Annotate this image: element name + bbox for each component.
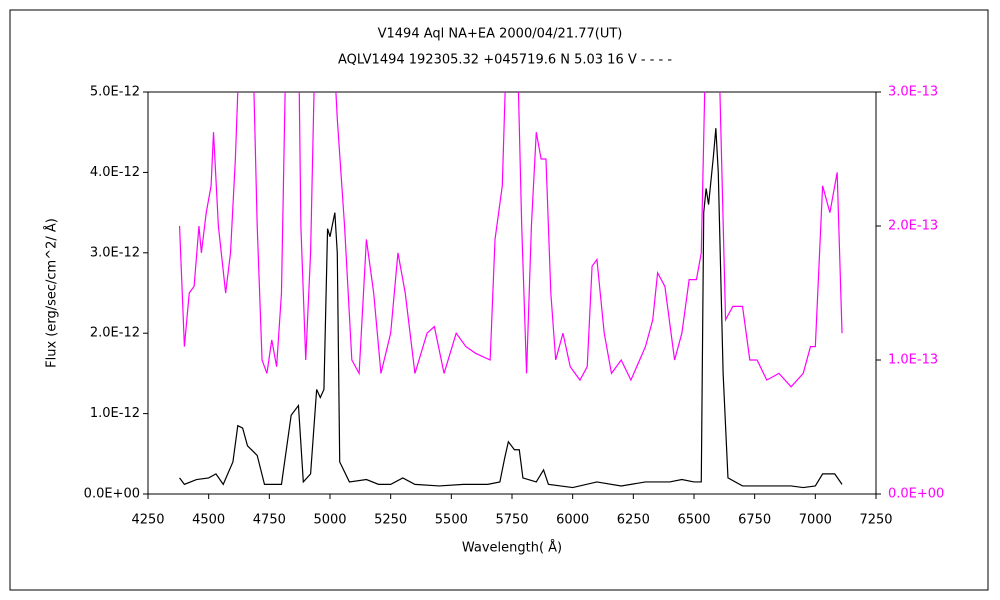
y-tick-label: 0.0E+00 xyxy=(84,487,140,502)
x-tick-label: 6750 xyxy=(738,513,771,528)
x-tick-label: 4750 xyxy=(253,513,286,528)
y-tick-label: 4.0E-12 xyxy=(90,165,140,180)
y2-tick-label: 1.0E-13 xyxy=(888,353,938,368)
x-tick-label: 7000 xyxy=(799,513,832,528)
y-tick-label: 2.0E-12 xyxy=(90,326,140,341)
y2-tick-label: 0.0E+00 xyxy=(888,487,944,502)
x-tick-label: 5000 xyxy=(313,513,346,528)
y-tick-label: 1.0E-12 xyxy=(90,406,140,421)
x-axis-label: Wavelength( Å) xyxy=(462,540,562,556)
x-tick-label: 6500 xyxy=(677,513,710,528)
x-tick-label: 6000 xyxy=(556,513,589,528)
y2-tick-label: 3.0E-13 xyxy=(888,85,938,100)
x-tick-label: 4250 xyxy=(131,513,164,528)
y-axis-label: Flux (erg/sec/cm^2/ Å) xyxy=(44,218,60,368)
chart-title: V1494 Aql NA+EA 2000/04/21.77(UT) xyxy=(378,27,623,42)
x-tick-label: 5750 xyxy=(495,513,528,528)
x-tick-label: 7250 xyxy=(859,513,892,528)
x-tick-label: 5500 xyxy=(435,513,468,528)
x-tick-label: 4500 xyxy=(192,513,225,528)
chart-subtitle: AQLV1494 192305.32 +045719.6 N 5.03 16 V… xyxy=(338,53,672,68)
y2-tick-label: 2.0E-13 xyxy=(888,219,938,234)
series-line xyxy=(178,92,843,388)
y-tick-label: 3.0E-12 xyxy=(90,245,140,260)
x-tick-label: 6250 xyxy=(617,513,650,528)
series-line xyxy=(179,128,843,489)
y-tick-label: 5.0E-12 xyxy=(90,85,140,100)
x-tick-label: 5250 xyxy=(374,513,407,528)
plot-area xyxy=(147,91,877,495)
